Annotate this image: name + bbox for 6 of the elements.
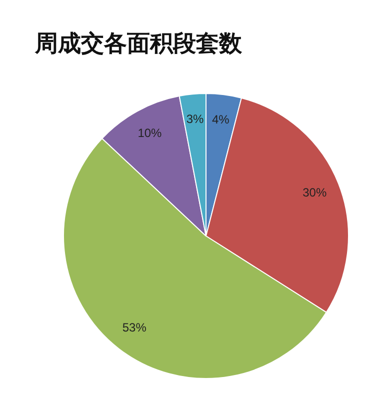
chart-title: 周成交各面积段套数: [34, 30, 243, 58]
data-label: 4%: [212, 112, 230, 126]
data-label: 30%: [302, 185, 327, 200]
data-label: 10%: [138, 126, 162, 140]
data-label: 3%: [186, 112, 204, 126]
data-label: 53%: [122, 320, 147, 335]
